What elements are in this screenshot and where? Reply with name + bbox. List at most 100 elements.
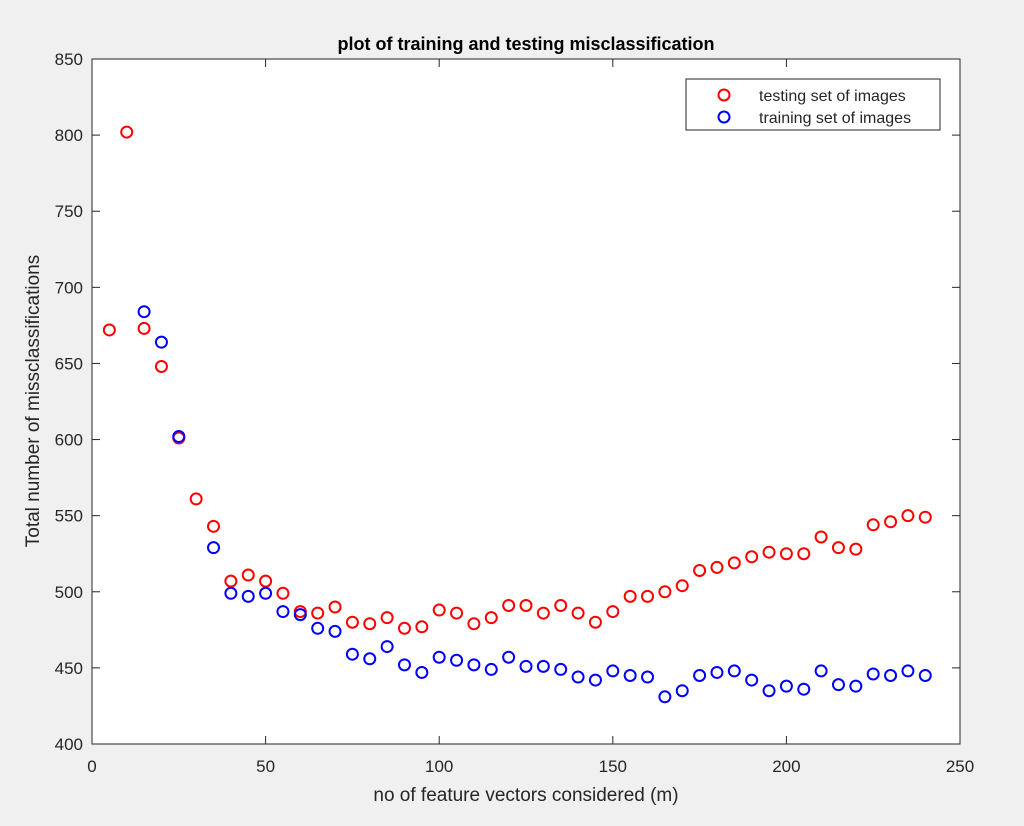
data-point [224,586,238,600]
data-point [293,608,307,622]
y-axis-label: Total number of missclassifications [23,255,44,548]
data-point [519,598,533,612]
data-point [432,603,446,617]
y-tick-label: 750 [55,202,83,221]
data-point [571,606,585,620]
data-point [207,541,221,555]
data-point [658,585,672,599]
data-point [901,664,915,678]
y-tick-label: 450 [55,659,83,678]
x-tick-label: 0 [87,757,96,776]
data-point [831,541,845,555]
data-point [675,684,689,698]
data-point [693,669,707,682]
legend-entry-testing: testing set of images [717,88,906,105]
data-point [918,669,932,682]
data-point [866,518,880,532]
data-point [797,682,811,696]
data-point [675,579,689,593]
data-point [762,545,776,559]
data-point [397,658,411,672]
y-tick-label: 550 [55,507,83,526]
data-point [328,600,342,614]
data-point [484,611,498,625]
data-point [241,589,255,603]
y-tick-label: 650 [55,354,83,373]
data-point [779,547,793,561]
data-series [102,125,932,704]
data-point [710,560,724,574]
data-point [102,323,116,337]
data-point [276,586,290,600]
data-point [849,679,863,693]
data-point [328,624,342,638]
data-point [797,547,811,561]
data-point [571,670,585,684]
data-point [554,598,568,612]
data-point [710,665,724,679]
y-tick-label: 700 [55,278,83,297]
data-point [866,667,880,681]
data-point [137,305,151,319]
data-point [554,662,568,676]
data-point [536,659,550,673]
data-point [224,574,238,588]
data-point [154,335,168,349]
data-point [345,615,359,629]
data-point [259,586,273,600]
chart-title: plot of training and testing misclassifi… [337,34,714,54]
x-axis: 0 50 100 150 200 250 [87,59,974,776]
data-point [727,664,741,678]
data-point [467,658,481,672]
y-tick-label: 850 [55,50,83,69]
data-point [745,673,759,687]
data-point [814,530,828,544]
data-point [450,606,464,620]
testing-series [102,125,932,635]
data-point [467,617,481,631]
data-point [536,606,550,620]
data-point [745,550,759,564]
data-point [137,321,151,335]
y-axis: 400 450 500 550 600 650 700 750 800 850 [55,50,960,754]
data-point [311,621,325,635]
data-point [259,574,273,588]
data-point [588,673,602,687]
data-point [241,568,255,582]
data-point [884,515,898,529]
data-point [779,679,793,693]
y-tick-label: 400 [55,735,83,754]
data-point [831,678,845,692]
data-point [502,650,516,664]
legend-entry-training: training set of images [717,110,911,127]
x-tick-label: 50 [256,757,275,776]
data-point [901,509,915,523]
legend-marker-training [717,110,731,124]
data-point [762,684,776,698]
data-point [849,542,863,556]
data-point [363,617,377,631]
data-point [658,690,672,704]
data-point [884,669,898,682]
data-point [502,598,516,612]
data-point [207,519,221,533]
data-point [519,659,533,673]
data-point [380,640,394,654]
data-point [606,605,620,619]
data-point [450,653,464,667]
data-point [727,556,741,570]
data-point [363,652,377,666]
legend-marker-testing [717,88,731,102]
y-tick-label: 500 [55,583,83,602]
data-point [415,620,429,634]
legend-label-training: training set of images [759,110,911,127]
data-point [588,615,602,629]
plot-area [91,58,961,745]
data-point [311,606,325,620]
data-point [693,563,707,577]
data-point [606,664,620,678]
x-tick-label: 150 [599,757,627,776]
data-point [120,125,134,139]
data-point [623,589,637,603]
